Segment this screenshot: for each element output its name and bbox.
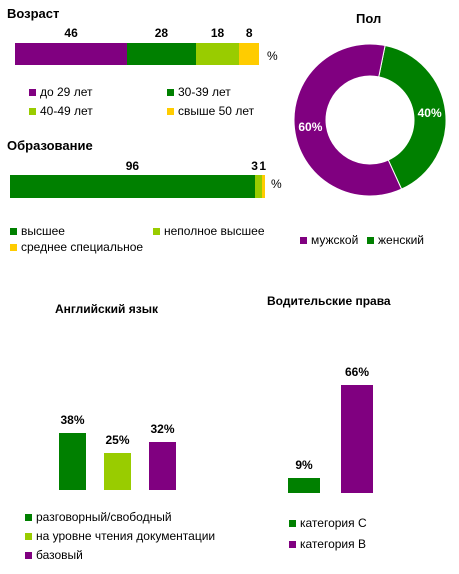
donut-slice bbox=[378, 44, 447, 190]
bar-segment bbox=[10, 175, 255, 198]
bar-segment bbox=[15, 43, 128, 65]
bar-value-label: 3 bbox=[251, 159, 258, 173]
gender-chart-title: Пол bbox=[356, 11, 382, 26]
bar-value-label: 9% bbox=[295, 458, 313, 473]
bar-value-label: 1 bbox=[259, 159, 267, 173]
bar-segment bbox=[239, 43, 259, 65]
bar-value-label: 96 bbox=[125, 159, 140, 173]
bar-value-label: 28 bbox=[154, 26, 169, 40]
legend-swatch bbox=[10, 227, 17, 235]
legend-label: неполное высшее bbox=[164, 224, 265, 238]
bar-value-label: 8 bbox=[245, 26, 253, 40]
education-unit-label: % bbox=[271, 177, 282, 191]
legend-swatch bbox=[153, 227, 160, 235]
legend-swatch bbox=[10, 243, 17, 251]
age-stacked-bar: 46 28 18 8 bbox=[15, 26, 259, 65]
license-chart-title: Водительские права bbox=[267, 294, 391, 308]
bar bbox=[341, 385, 373, 493]
legend-label: мужской bbox=[311, 233, 359, 247]
education-legend-item: неполное высшее bbox=[153, 224, 265, 238]
bar bbox=[104, 452, 131, 490]
legend-swatch bbox=[25, 532, 32, 540]
legend-label: 30-39 лет bbox=[178, 85, 231, 99]
legend-label: женский bbox=[378, 233, 424, 247]
legend-swatch bbox=[167, 88, 174, 96]
license-legend-item: категория С bbox=[289, 516, 367, 530]
age-legend-item: свыше 50 лет bbox=[167, 104, 254, 118]
education-legend-item: высшее bbox=[10, 224, 65, 238]
education-chart-title: Образование bbox=[7, 138, 93, 153]
age-legend-item: 40-49 лет bbox=[29, 104, 93, 118]
legend-swatch bbox=[29, 88, 36, 96]
bar-value-label: 25% bbox=[105, 432, 130, 447]
donut-slice-label: 60% bbox=[298, 120, 322, 134]
english-legend-item: на уровне чтения документации bbox=[25, 529, 215, 543]
bar bbox=[288, 478, 320, 493]
english-chart-title: Английский язык bbox=[55, 302, 158, 316]
legend-swatch bbox=[29, 107, 36, 115]
bar-segment bbox=[195, 43, 240, 65]
license-legend-item: категория В bbox=[289, 537, 366, 551]
bar-value-label: 32% bbox=[150, 422, 175, 436]
bar-value-label: 38% bbox=[60, 413, 85, 427]
age-chart-title: Возраст bbox=[7, 6, 60, 21]
bar-value-label: 46 bbox=[64, 26, 78, 40]
legend-label: на уровне чтения документации bbox=[36, 529, 216, 543]
english-bar-area: 38% 25% 32% bbox=[40, 340, 200, 490]
bar-segment bbox=[127, 43, 196, 65]
bar-segment bbox=[254, 175, 263, 198]
donut-slice bbox=[293, 43, 403, 197]
license-bar-area: 9% 66% bbox=[270, 330, 410, 493]
legend-label: 40-49 лет bbox=[40, 104, 93, 118]
legend-swatch bbox=[25, 513, 32, 521]
age-legend-item: до 29 лет bbox=[29, 85, 92, 99]
legend-swatch bbox=[25, 551, 32, 559]
bar-value-label: 66% bbox=[344, 365, 370, 380]
gender-legend-item: мужской bbox=[300, 233, 358, 247]
legend-label: разговорный/свободный bbox=[36, 510, 172, 524]
legend-swatch bbox=[300, 236, 307, 244]
legend-label: до 29 лет bbox=[40, 85, 93, 99]
legend-swatch bbox=[367, 236, 374, 244]
legend-swatch bbox=[167, 107, 174, 115]
english-legend-item: базовый bbox=[25, 548, 83, 562]
bar bbox=[59, 433, 86, 490]
education-legend-item: среднее специальное bbox=[10, 240, 143, 254]
legend-swatch bbox=[289, 519, 296, 527]
legend-label: категория В bbox=[300, 537, 366, 551]
legend-label: базовый bbox=[36, 548, 83, 562]
bar-segment bbox=[262, 175, 265, 198]
donut-slice-label: 40% bbox=[418, 106, 442, 120]
legend-label: высшее bbox=[21, 224, 65, 238]
education-stacked-bar: 96 3 1 bbox=[10, 159, 266, 198]
legend-label: свыше 50 лет bbox=[178, 104, 255, 118]
age-legend-item: 30-39 лет bbox=[167, 85, 231, 99]
bar bbox=[149, 442, 176, 490]
english-legend-item: разговорный/свободный bbox=[25, 510, 172, 524]
gender-donut-chart: 40% 60% bbox=[293, 43, 447, 197]
bar-value-label: 18 bbox=[210, 26, 225, 40]
age-unit-label: % bbox=[267, 49, 278, 63]
legend-label: среднее специальное bbox=[21, 240, 144, 254]
legend-label: категория С bbox=[300, 516, 367, 530]
legend-swatch bbox=[289, 540, 296, 548]
gender-legend-item: женский bbox=[367, 233, 424, 247]
